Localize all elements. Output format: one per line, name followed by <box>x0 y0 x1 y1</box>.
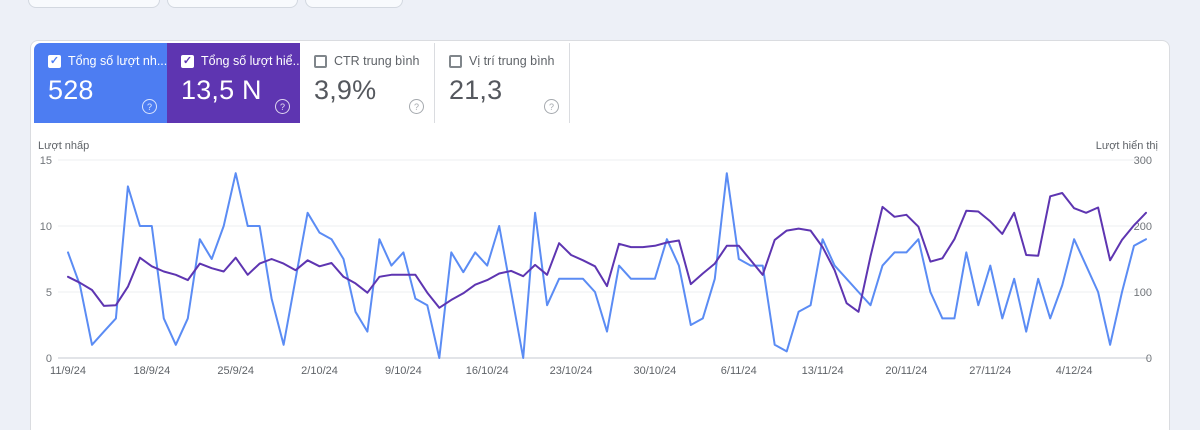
help-icon[interactable]: ? <box>142 99 157 114</box>
help-icon[interactable]: ? <box>275 99 290 114</box>
metric-card-value: 3,9% <box>314 75 377 105</box>
checkbox-checked-icon[interactable]: ✓ <box>48 54 61 68</box>
metric-card-label: Vị trí trung bình <box>469 54 555 68</box>
checkbox-checked-icon[interactable]: ✓ <box>181 54 194 68</box>
metric-card-value: 21,3 <box>449 75 503 105</box>
filter-chip[interactable] <box>167 0 298 8</box>
metric-cards-row: ✓ Tổng số lượt nh... 528 ? ✓ Tổng số lượ… <box>34 43 570 123</box>
filter-chip[interactable] <box>28 0 160 8</box>
help-icon[interactable]: ? <box>409 99 424 114</box>
metric-card-label: CTR trung bình <box>334 54 420 68</box>
metric-card-average-ctr[interactable]: ✓ CTR trung bình 3,9% ? <box>300 43 435 123</box>
metric-card-average-position[interactable]: ✓ Vị trí trung bình 21,3 ? <box>435 43 570 123</box>
checkbox-unchecked-icon[interactable]: ✓ <box>314 54 327 68</box>
metric-card-total-clicks[interactable]: ✓ Tổng số lượt nh... 528 ? <box>34 43 167 123</box>
performance-panel: ✓ Tổng số lượt nh... 528 ? ✓ Tổng số lượ… <box>30 40 1170 430</box>
filter-chip[interactable] <box>305 0 403 8</box>
help-icon[interactable]: ? <box>544 99 559 114</box>
metric-card-label: Tổng số lượt nh... <box>68 54 167 68</box>
checkbox-unchecked-icon[interactable]: ✓ <box>449 54 462 68</box>
metric-card-label: Tổng số lượt hiể... <box>201 54 300 68</box>
metric-card-total-impressions[interactable]: ✓ Tổng số lượt hiể... 13,5 N ? <box>167 43 300 123</box>
metric-card-value: 13,5 N <box>181 75 262 105</box>
metric-card-value: 528 <box>48 75 94 105</box>
